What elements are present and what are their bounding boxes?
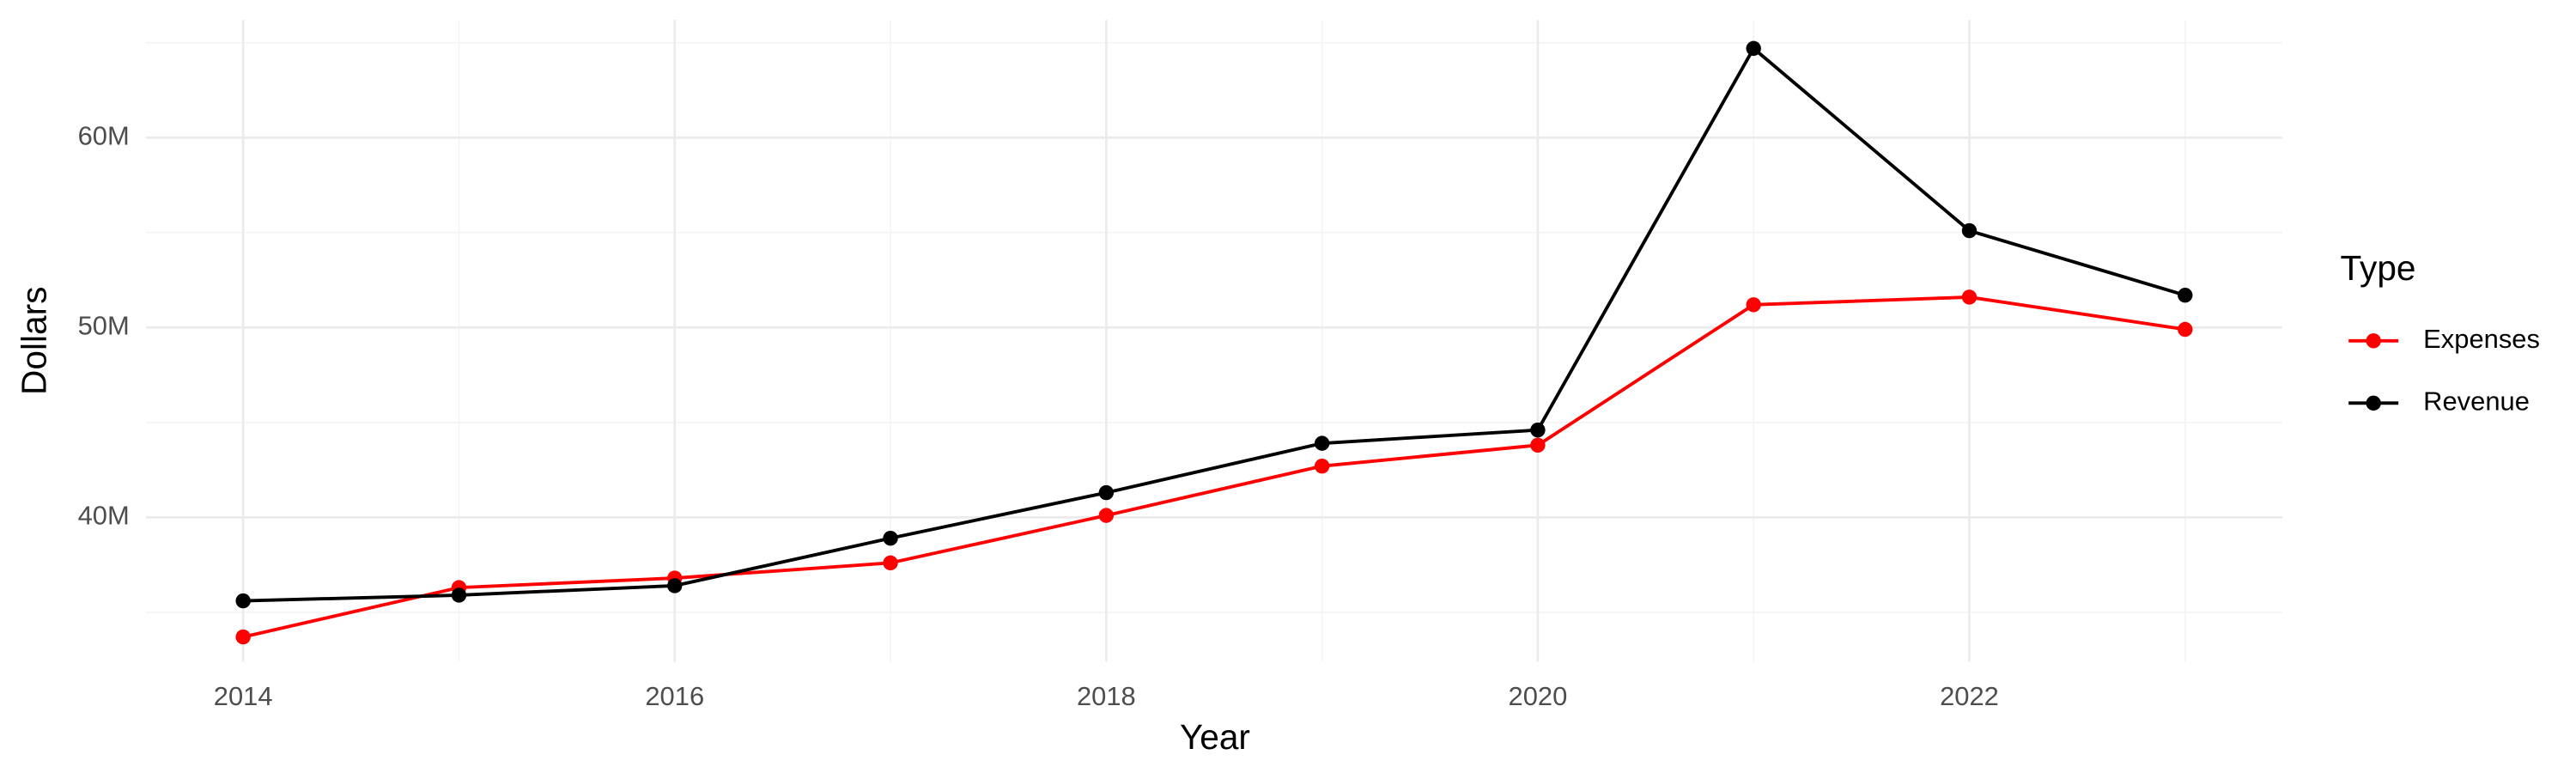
data-point xyxy=(1746,40,1761,57)
data-point xyxy=(1961,289,1978,305)
legend-label: Revenue xyxy=(2423,386,2530,417)
y-axis-title: Dollars xyxy=(14,287,53,395)
data-point xyxy=(2178,321,2193,338)
series-line xyxy=(243,46,2186,603)
data-point xyxy=(235,593,251,609)
x-tick-label: 2016 xyxy=(645,681,704,711)
x-axis-title: Year xyxy=(1180,717,1250,757)
data-point xyxy=(883,555,898,571)
y-tick-label: 50M xyxy=(78,310,130,340)
legend-label: Expenses xyxy=(2423,324,2540,354)
data-point xyxy=(235,629,251,645)
legend-key-point xyxy=(2366,333,2381,349)
x-tick-label: 2014 xyxy=(214,681,273,711)
legend-title: Type xyxy=(2341,248,2416,288)
data-point xyxy=(1961,222,1978,239)
x-tick-label: 2018 xyxy=(1077,681,1136,711)
data-point xyxy=(1314,458,1330,474)
data-point xyxy=(667,578,683,593)
y-tick-label: 40M xyxy=(78,500,130,530)
data-point xyxy=(1746,297,1761,313)
data-point xyxy=(883,530,898,546)
series-line xyxy=(242,295,2186,639)
data-point xyxy=(1098,484,1115,501)
data-point xyxy=(1530,437,1546,453)
data-point xyxy=(2178,288,2193,303)
x-tick-label: 2022 xyxy=(1940,681,1999,711)
data-point xyxy=(1098,508,1115,523)
data-point xyxy=(1314,435,1330,451)
data-point xyxy=(1530,422,1546,438)
legend-key-point xyxy=(2366,395,2381,411)
x-tick-label: 2020 xyxy=(1509,681,1568,711)
y-tick-label: 60M xyxy=(78,120,130,150)
data-point xyxy=(451,587,467,603)
